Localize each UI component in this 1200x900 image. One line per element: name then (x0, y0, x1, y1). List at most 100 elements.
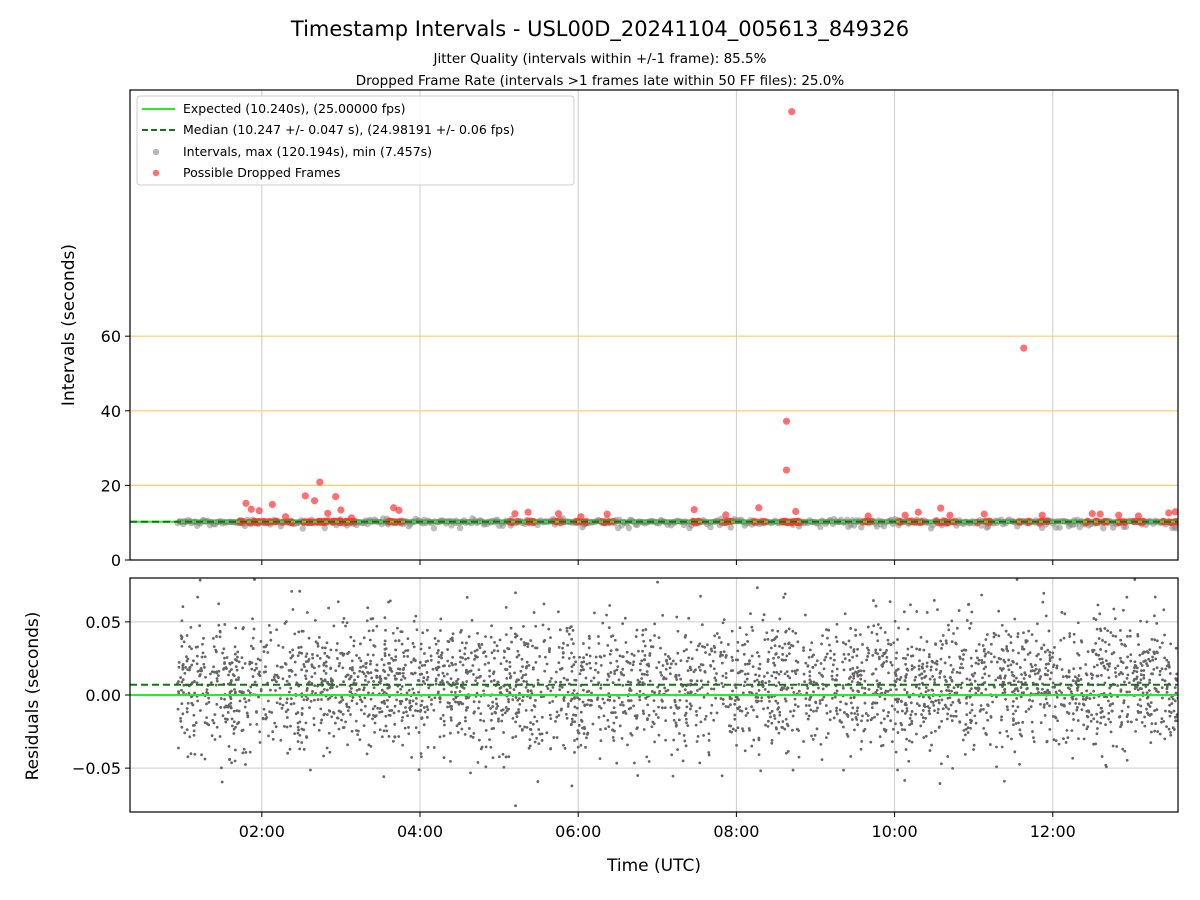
residual-point (458, 649, 462, 653)
residual-point (471, 735, 475, 739)
residual-point (815, 709, 818, 713)
residual-point (1173, 715, 1177, 719)
residual-point (910, 719, 914, 723)
residual-point (560, 707, 563, 711)
residual-point (221, 651, 224, 655)
residual-point (321, 679, 325, 683)
residual-point (567, 632, 571, 636)
residual-point (323, 679, 327, 683)
residual-point (180, 644, 184, 648)
residual-point (240, 656, 244, 660)
residual-point (715, 711, 719, 715)
residual-point (537, 742, 541, 746)
residual-point (319, 707, 323, 711)
residual-point (877, 657, 881, 661)
residual-point (986, 718, 990, 722)
residual-point (921, 716, 925, 720)
residual-point (302, 663, 306, 666)
residual-point (889, 643, 893, 647)
residual-point (393, 704, 397, 708)
dropped-frame-point (247, 505, 255, 513)
residual-point (329, 666, 333, 670)
residual-point (1016, 689, 1020, 693)
residual-point (730, 697, 733, 701)
residual-point (1023, 658, 1027, 662)
residual-point (781, 720, 785, 723)
residuals-y-label: Residuals (seconds) (23, 612, 43, 781)
residual-point (719, 650, 723, 654)
residual-point (594, 661, 598, 665)
interval-point (321, 524, 328, 532)
residual-point (1160, 720, 1163, 724)
residual-point (286, 751, 290, 755)
residual-point (1104, 723, 1107, 727)
residual-point (320, 718, 324, 722)
residual-point (694, 668, 697, 672)
residual-point (973, 714, 977, 718)
residual-point (464, 716, 467, 719)
residual-point (296, 725, 300, 729)
residual-point (284, 710, 288, 714)
residual-point (676, 651, 680, 655)
residual-point (940, 689, 943, 693)
residual-point (562, 676, 566, 680)
residual-point (640, 677, 644, 680)
residual-point (961, 738, 965, 742)
residual-point (657, 733, 661, 737)
residual-point (529, 721, 532, 725)
residual-point (357, 687, 361, 691)
residual-point (794, 631, 798, 635)
residual-point (699, 679, 703, 683)
residual-point (1144, 685, 1148, 689)
residual-point (762, 613, 766, 617)
residual-point (601, 697, 605, 701)
residual-point (787, 627, 791, 631)
residual-point (1160, 641, 1164, 645)
residual-point (1076, 677, 1079, 680)
residual-point (915, 610, 919, 613)
residual-point (775, 670, 779, 674)
residual-point (1158, 669, 1162, 673)
residual-point (955, 670, 959, 674)
residual-point (1048, 654, 1052, 657)
dropped-frame-point (281, 513, 290, 521)
residual-point (1077, 674, 1081, 677)
residual-point (441, 681, 445, 685)
residual-point (1025, 687, 1029, 691)
residual-point (937, 698, 940, 702)
residual-point (755, 586, 759, 590)
residual-point (981, 644, 985, 647)
residual-point (965, 619, 969, 622)
residual-point (579, 743, 583, 747)
residual-point (464, 696, 468, 700)
residual-point (612, 699, 616, 703)
residual-point (1085, 673, 1089, 677)
residual-point (767, 650, 771, 654)
residual-point (1028, 698, 1032, 702)
residual-point (479, 747, 483, 751)
residual-point (1160, 667, 1164, 671)
residual-point (515, 679, 519, 682)
residual-point (508, 672, 512, 675)
residual-point (1153, 729, 1157, 733)
residual-point (203, 655, 207, 659)
residual-point (1063, 696, 1067, 700)
residual-point (970, 610, 974, 614)
residual-point (243, 705, 247, 709)
residual-point (192, 659, 195, 663)
residual-point (1044, 666, 1048, 670)
residual-point (1090, 713, 1093, 717)
residual-point (1011, 717, 1015, 721)
residual-point (339, 700, 343, 703)
residual-point (638, 668, 642, 672)
residual-point (236, 655, 239, 659)
residual-point (1072, 632, 1076, 636)
residual-point (735, 706, 739, 710)
residual-point (463, 652, 467, 656)
residual-point (1173, 699, 1177, 703)
residual-point (802, 646, 805, 650)
residual-point (720, 661, 724, 665)
residual-point (908, 695, 912, 699)
residual-point (232, 709, 236, 713)
residual-point (1120, 723, 1123, 727)
